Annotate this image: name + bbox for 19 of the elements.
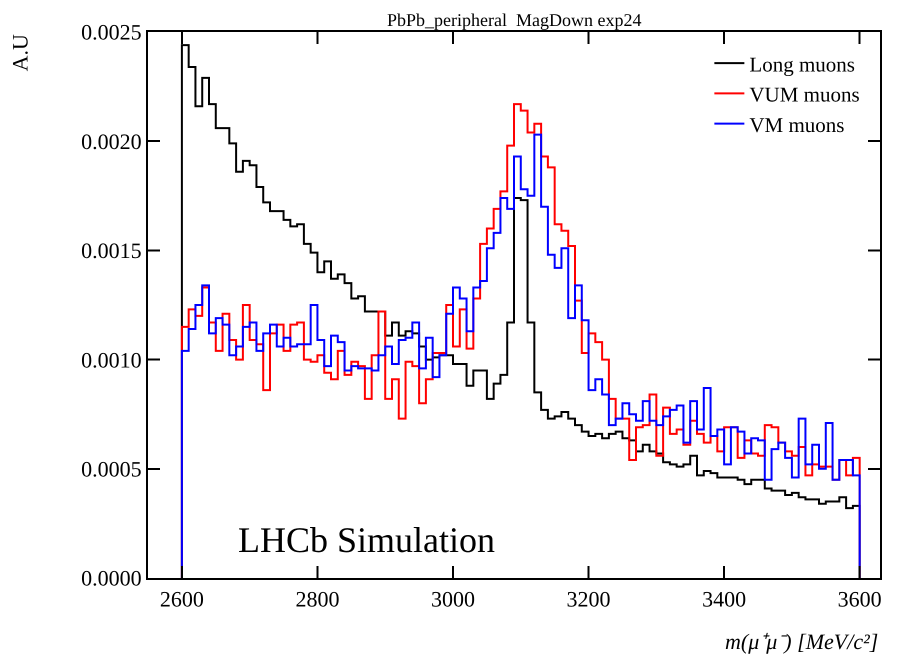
y-axis-title: A.U [7,34,32,72]
x-axis-title: m(μ⁺μ⁻) [MeV/c²] [725,629,878,654]
legend-label: VM muons [749,112,844,137]
y-tick-label: 0.0000 [81,566,142,591]
annotation: LHCb Simulation [238,520,496,560]
y-tick-label: 0.0010 [81,347,142,372]
y-tick-label: 0.0005 [81,456,142,482]
x-tick-label: 3200 [566,586,611,612]
legend-label: Long muons [749,52,855,76]
y-tick-label: 0.0020 [81,128,142,154]
legend-label: VUM muons [749,82,860,107]
y-tick-label: 0.0025 [81,20,142,45]
chart-title: PbPb_peripheral MagDown exp24 [387,10,642,30]
x-tick-label: 2800 [295,586,340,612]
x-tick-label: 2600 [160,586,204,612]
y-tick-label: 0.0015 [81,238,142,264]
x-tick-label: 3400 [702,586,746,612]
x-tick-label: 3000 [431,586,475,612]
x-tick-label: 3600 [838,586,882,612]
